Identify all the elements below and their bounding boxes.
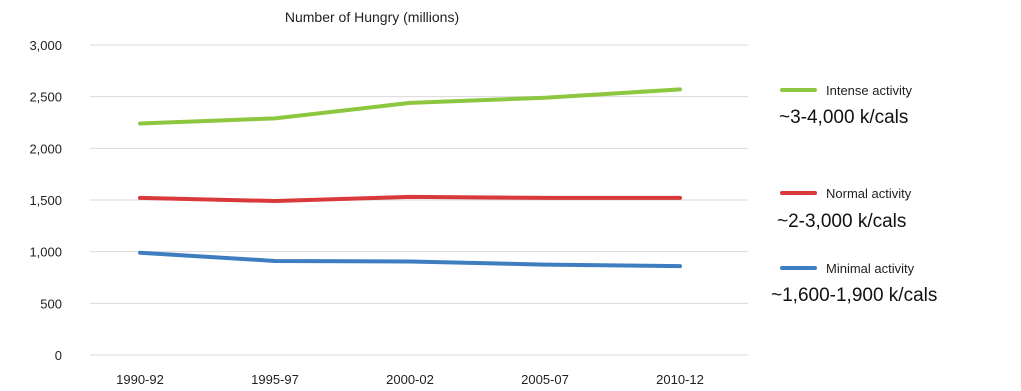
y-tick-label: 2,000 xyxy=(29,141,62,156)
series-lines xyxy=(138,87,682,269)
y-tick-label: 2,500 xyxy=(29,90,62,105)
series-line-0 xyxy=(138,87,682,126)
x-tick-label: 1995-97 xyxy=(251,372,299,387)
calorie-annotation: ~3-4,000 k/cals xyxy=(779,107,908,128)
x-tick-label: 2000-02 xyxy=(386,372,434,387)
y-axis: 0 500 1,000 1,500 2,000 2,500 3,000 xyxy=(29,38,62,363)
calorie-annotation: ~1,600-1,900 k/cals xyxy=(771,285,937,306)
legend-label: Minimal activity xyxy=(826,261,915,276)
y-tick-label: 0 xyxy=(55,348,62,363)
y-tick-label: 500 xyxy=(40,296,62,311)
x-tick-label: 1990-92 xyxy=(116,372,164,387)
legend-label: Normal activity xyxy=(826,186,912,201)
series-line-1 xyxy=(138,194,682,204)
legend-label: Intense activity xyxy=(826,83,912,98)
legend: Intense activity ~3-4,000 k/cals Normal ac… xyxy=(771,83,937,306)
y-tick-label: 3,000 xyxy=(29,38,62,53)
calorie-annotation: ~2-3,000 k/cals xyxy=(777,211,906,232)
chart-title: Number of Hungry (millions) xyxy=(285,9,459,25)
x-tick-label: 2010-12 xyxy=(656,372,704,387)
y-tick-label: 1,500 xyxy=(29,193,62,208)
x-tick-label: 2005-07 xyxy=(521,372,569,387)
series-line-2 xyxy=(138,250,682,269)
y-tick-label: 1,000 xyxy=(29,245,62,260)
x-axis: 1990-92 1995-97 2000-02 2005-07 2010-12 xyxy=(116,372,704,387)
